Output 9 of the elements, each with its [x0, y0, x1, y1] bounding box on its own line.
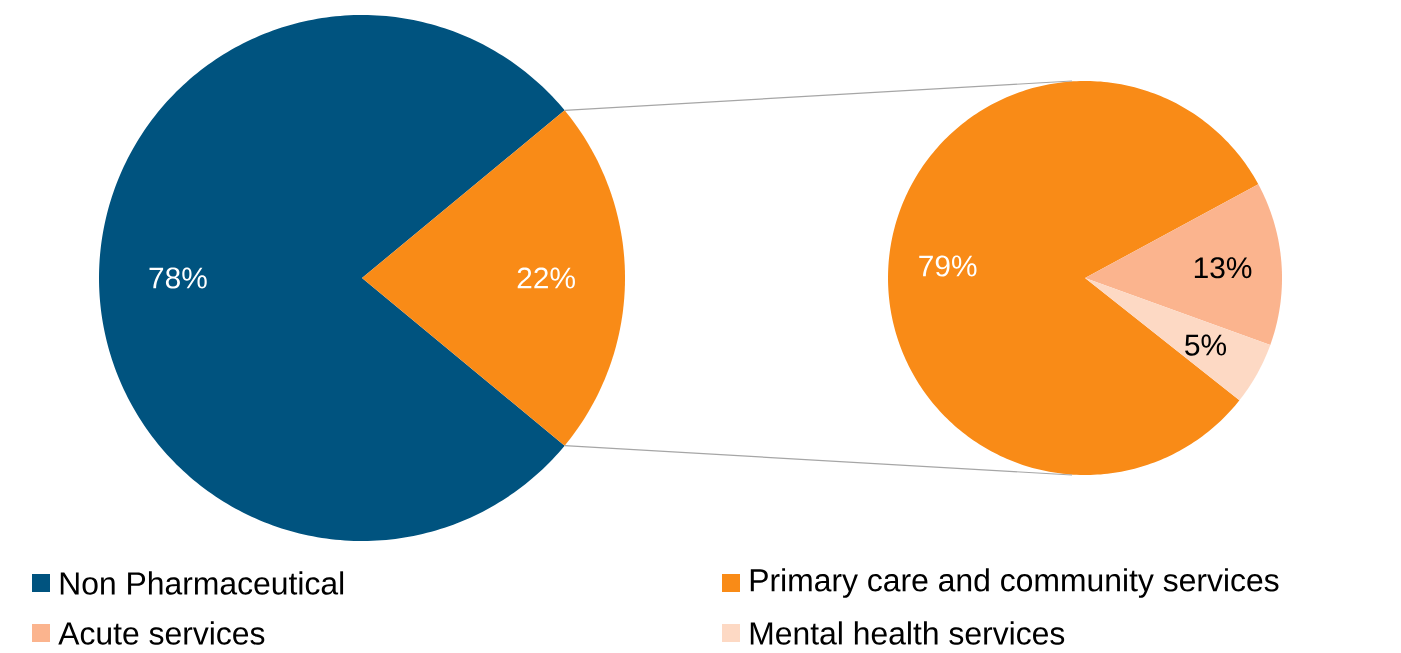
legend-label: Primary care and community services	[750, 568, 1279, 598]
data-label: 22%	[517, 267, 575, 289]
data-label: 13%	[1194, 257, 1252, 279]
data-label: 78%	[149, 267, 207, 289]
legend-label: Mental health services	[750, 621, 1065, 645]
data-label: 5%	[1185, 334, 1227, 356]
data-label: 79%	[919, 255, 977, 277]
legend-label: Acute services	[58, 621, 265, 645]
legend-label: Non Pharmaceutical	[60, 571, 344, 595]
